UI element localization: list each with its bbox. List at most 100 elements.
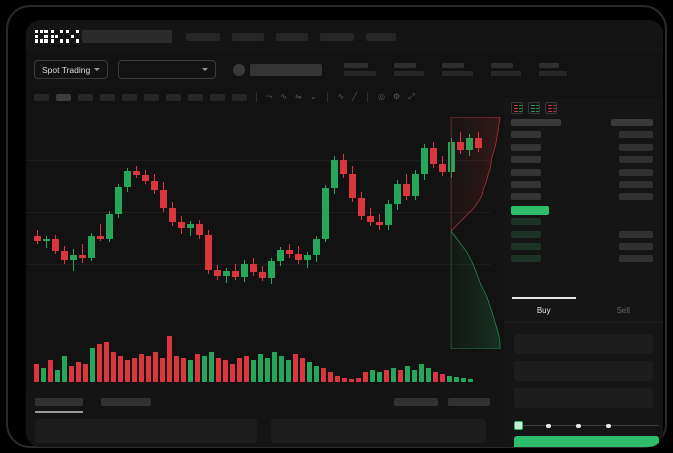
- order-price: [511, 255, 541, 263]
- chevron-down-icon: [94, 68, 101, 71]
- timeframe-button-8[interactable]: [210, 93, 225, 101]
- candlestick-chart[interactable]: [26, 108, 491, 320]
- candlestick-chart-icon[interactable]: ⤳: [266, 92, 273, 101]
- orders-tabs[interactable]: [35, 398, 151, 413]
- volume-bar: [279, 356, 284, 382]
- current-pair-label: [250, 63, 323, 76]
- timeframe-button-2[interactable]: [78, 93, 93, 101]
- line-chart-icon[interactable]: ∿: [337, 92, 345, 101]
- order-book-ask-row[interactable]: [504, 168, 663, 178]
- candle-body: [331, 160, 338, 188]
- compare-icon[interactable]: ⇋: [295, 92, 302, 101]
- drawing-tools-icon[interactable]: ╱: [352, 92, 358, 101]
- slider-stop-1[interactable]: [576, 423, 581, 428]
- volume-bar: [398, 370, 403, 382]
- timeframe-button-0[interactable]: [34, 93, 49, 101]
- order-book-bid-row[interactable]: [504, 230, 663, 240]
- order-book-ask-row[interactable]: [504, 193, 663, 202]
- chart-type-icon[interactable]: ⌄: [309, 92, 317, 101]
- order-book-ask-row[interactable]: [504, 143, 663, 153]
- fullscreen-icon[interactable]: ⤢: [408, 92, 415, 101]
- volume-bar: [167, 336, 172, 382]
- bottom-panel-right: [271, 419, 486, 443]
- buy-submit-button[interactable]: [514, 436, 659, 447]
- buy-sell-tabs[interactable]: Buy Sell: [504, 297, 664, 323]
- order-book-ask-row[interactable]: [504, 180, 663, 190]
- nav-item-5[interactable]: [366, 32, 396, 41]
- pair-dropdown[interactable]: [118, 60, 217, 79]
- volume-bar: [34, 364, 39, 382]
- timeframe-button-4[interactable]: [122, 93, 137, 101]
- orderbook-view-asks[interactable]: [545, 102, 557, 114]
- stat-2: [394, 63, 425, 76]
- tab-open-orders[interactable]: [35, 398, 83, 413]
- okx-logo-glyph-0: [35, 30, 48, 43]
- volume-bar-series: [34, 336, 489, 382]
- order-book-bid-row[interactable]: [504, 218, 663, 227]
- price-field[interactable]: [514, 334, 653, 354]
- tab-order-history[interactable]: [101, 398, 151, 406]
- nav-item-3[interactable]: [276, 32, 308, 41]
- bottom-action-2[interactable]: [448, 398, 490, 406]
- stat-label: [394, 63, 417, 68]
- volume-bar: [181, 358, 186, 382]
- candle-body: [403, 184, 410, 196]
- timeframe-selector[interactable]: [34, 93, 247, 101]
- amount-percent-slider[interactable]: [514, 421, 659, 430]
- order-book-view-toggles[interactable]: [511, 102, 557, 114]
- candle-wick: [46, 236, 47, 248]
- chart-toolbar: ⤳ ∿ ⇋ ⌄ ∿ ╱ ◎ ⚙ ⤢: [26, 86, 663, 108]
- stat-5: [539, 63, 568, 76]
- orderbook-view-bids[interactable]: [528, 102, 540, 114]
- order-book-ask-row[interactable]: [504, 131, 663, 140]
- orders-actions[interactable]: [394, 398, 490, 406]
- volume-bar: [314, 366, 319, 382]
- order-book-bid-row[interactable]: [504, 242, 663, 252]
- orderbook-view-both[interactable]: [511, 102, 523, 114]
- nav-item-2[interactable]: [232, 32, 264, 41]
- order-book-header: [504, 119, 663, 128]
- total-field[interactable]: [514, 388, 653, 408]
- volume-bar: [426, 368, 431, 382]
- amount-field[interactable]: [514, 361, 653, 381]
- okx-logo-icon[interactable]: [35, 30, 79, 43]
- candle-body: [277, 250, 284, 261]
- timeframe-button-1[interactable]: [56, 93, 71, 101]
- chart-tool-icons[interactable]: ⤳ ∿ ⇋ ⌄ ∿ ╱ ◎ ⚙ ⤢: [266, 92, 415, 102]
- candle-body: [169, 208, 176, 222]
- order-book-ask-row[interactable]: [504, 156, 663, 165]
- timeframe-button-9[interactable]: [232, 93, 247, 101]
- order-book[interactable]: [504, 98, 663, 298]
- toolbar-divider: [326, 92, 328, 102]
- bottom-action-1[interactable]: [394, 398, 438, 406]
- slider-stop-0[interactable]: [546, 423, 551, 428]
- camera-icon[interactable]: ◎: [378, 92, 386, 101]
- volume-bar: [90, 348, 95, 382]
- timeframe-button-7[interactable]: [188, 93, 203, 101]
- order-price: [511, 131, 541, 139]
- volume-bar: [209, 352, 214, 382]
- candle-body: [52, 239, 59, 251]
- timeframe-button-3[interactable]: [100, 93, 115, 101]
- volume-bar: [377, 372, 382, 382]
- slider-stop-2[interactable]: [606, 423, 611, 428]
- candle-body: [187, 224, 194, 228]
- stat-3: [442, 63, 474, 76]
- global-search-input[interactable]: [82, 30, 172, 43]
- stat-value: [491, 71, 522, 76]
- nav-item-4[interactable]: [320, 32, 354, 41]
- nav-item-1[interactable]: [186, 32, 220, 41]
- settings-gear-icon[interactable]: ⚙: [393, 92, 401, 101]
- indicators-icon[interactable]: ∿: [280, 92, 288, 101]
- timeframe-button-6[interactable]: [166, 93, 181, 101]
- tab-sell[interactable]: Sell: [584, 298, 664, 322]
- slider-handle[interactable]: [514, 421, 523, 430]
- candle-body: [106, 214, 113, 239]
- tab-buy[interactable]: Buy: [504, 297, 584, 322]
- order-book-bid-row[interactable]: [504, 255, 663, 264]
- market-depth-chart[interactable]: [450, 117, 504, 349]
- timeframe-button-5[interactable]: [144, 93, 159, 101]
- candle-body: [367, 216, 374, 222]
- trading-mode-selector[interactable]: Spot Trading: [34, 60, 109, 79]
- last-price-row: [504, 205, 663, 215]
